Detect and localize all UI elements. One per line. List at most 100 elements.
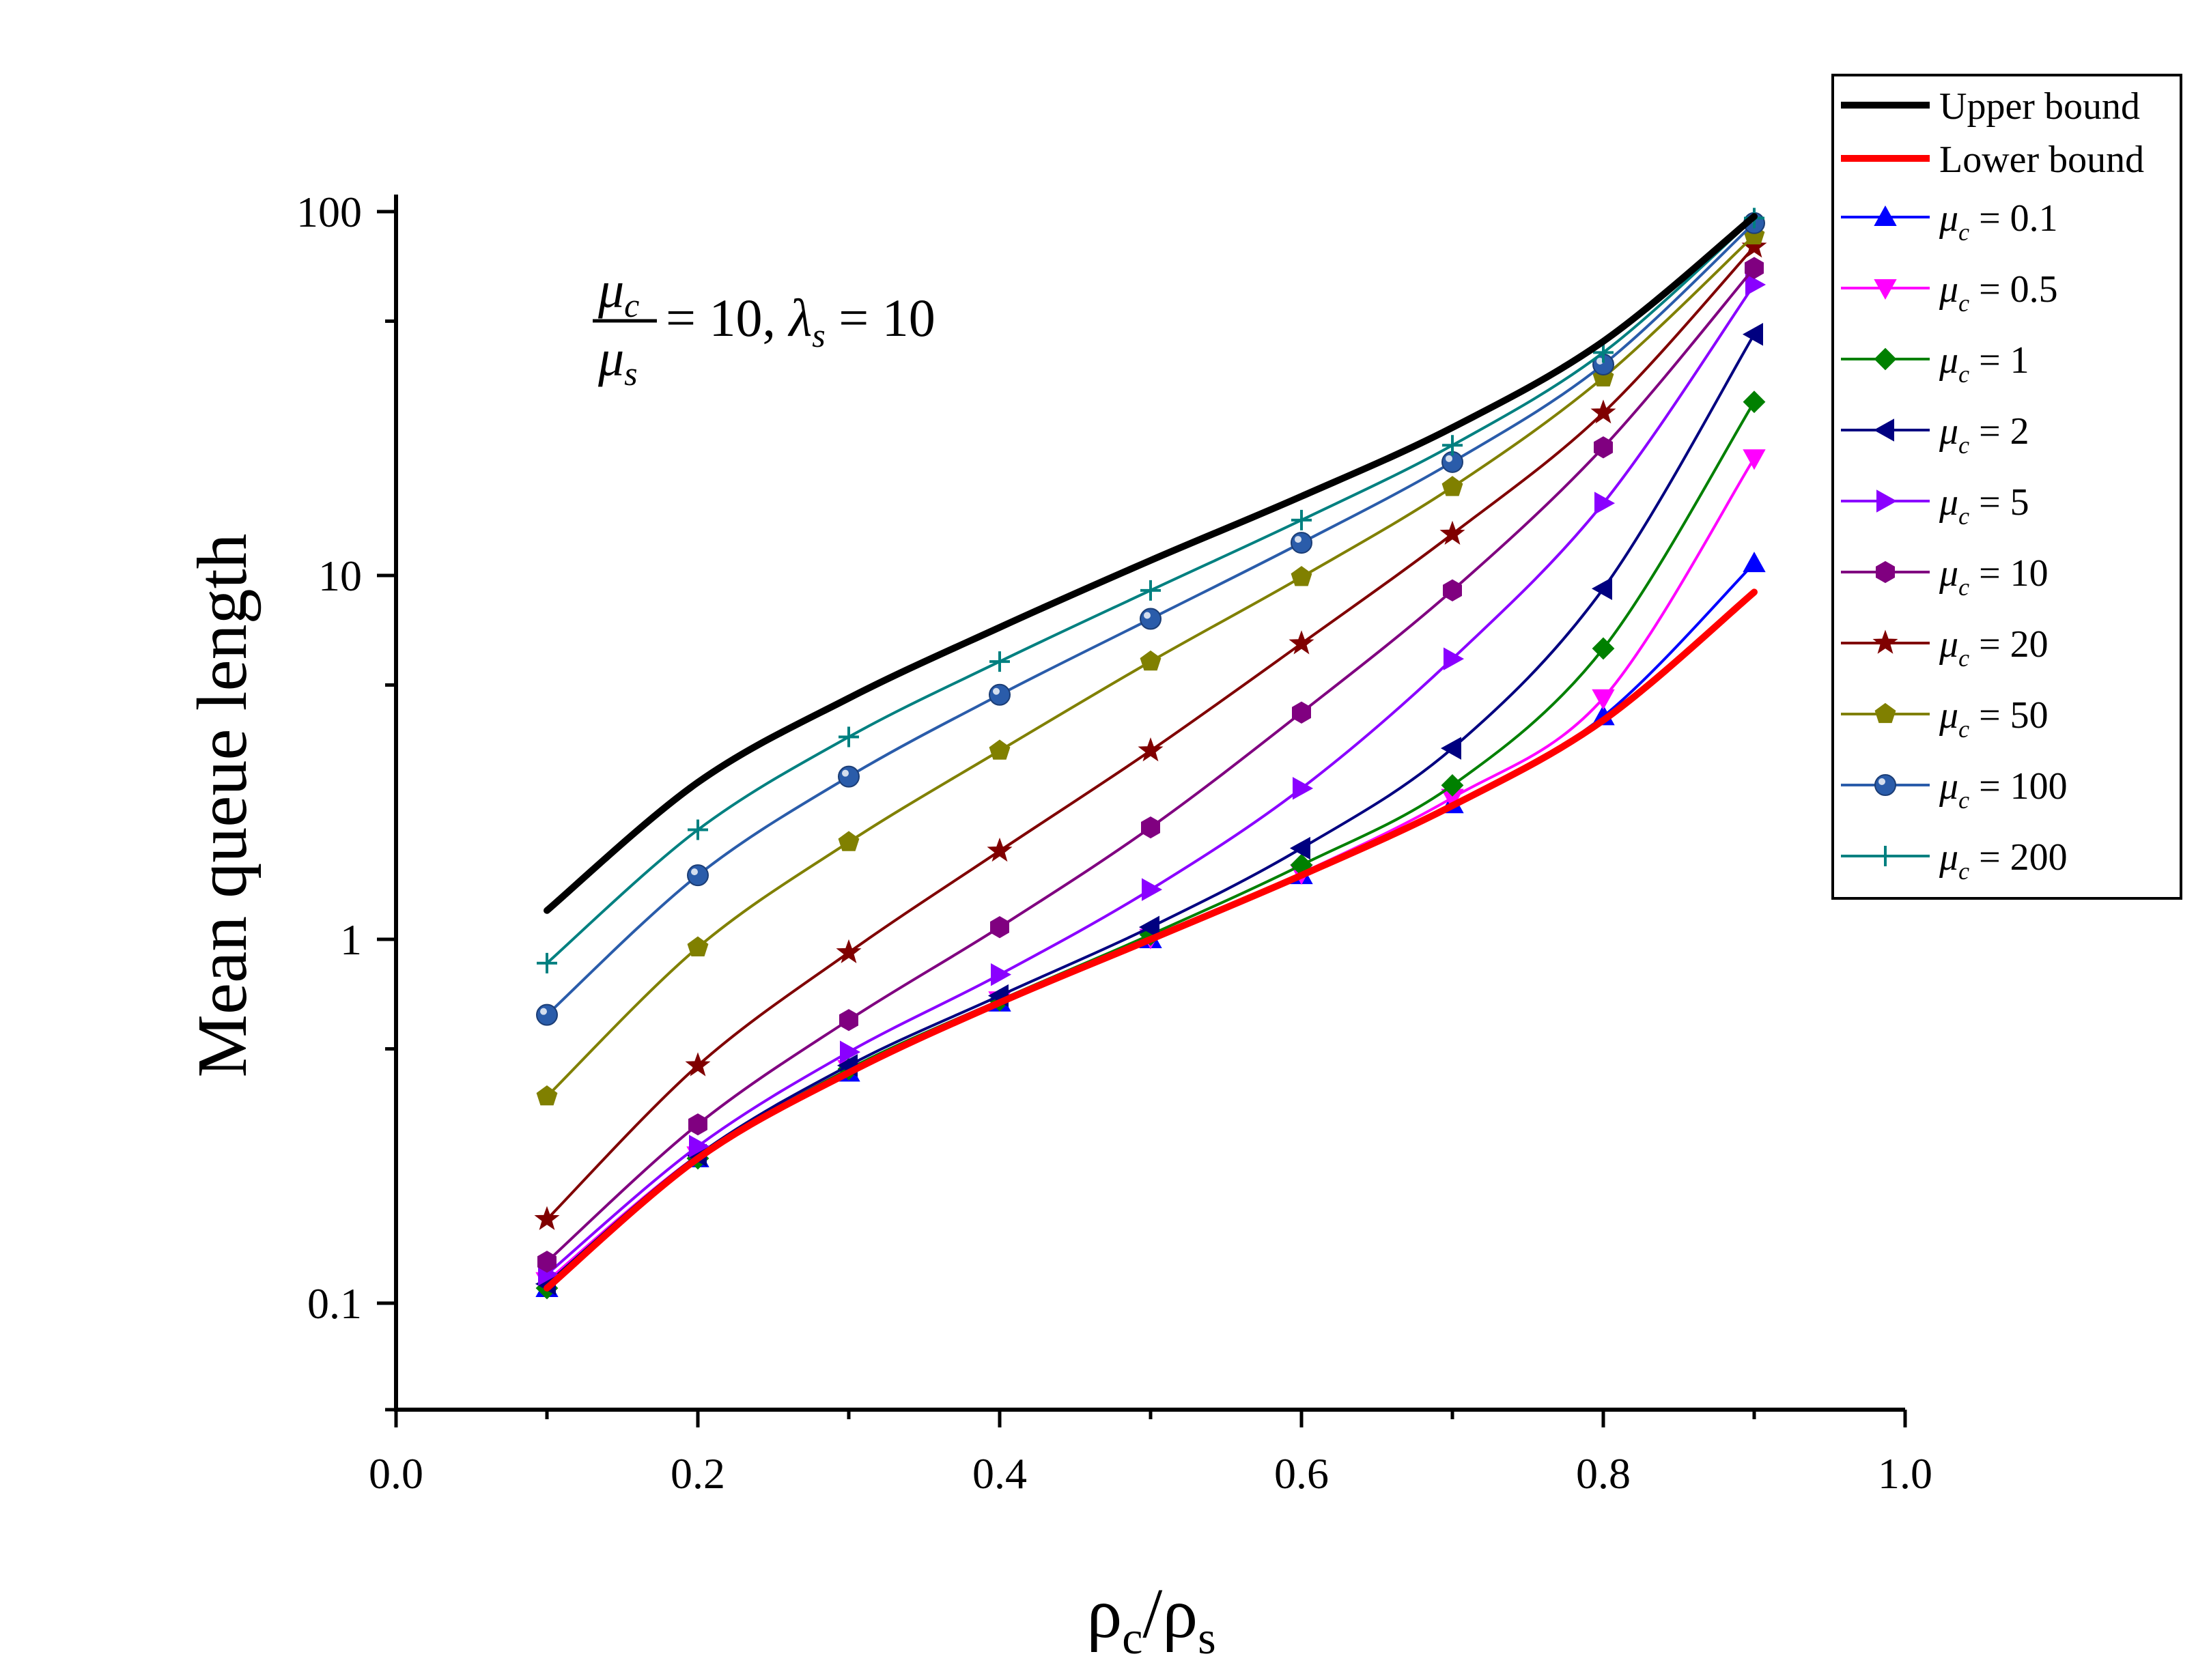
data-point-c-0-5	[1592, 689, 1615, 710]
legend-item-c-100: μc = 100	[1841, 765, 2068, 814]
data-point-c-5	[1594, 492, 1616, 515]
legend-label: μc = 20	[1939, 623, 2049, 672]
x-tick-label: 0.4	[972, 1449, 1027, 1498]
data-point-c-100-highlight	[691, 868, 698, 876]
legend-item-upper-bound: Upper bound	[1841, 85, 2140, 128]
data-point-c-200	[1442, 435, 1463, 456]
series-c-10	[537, 257, 1764, 1273]
data-point-c-5	[840, 1040, 861, 1064]
data-point-c-200	[989, 651, 1010, 672]
data-point-c-50	[687, 936, 709, 957]
legend-swatch-marker	[1876, 489, 1898, 513]
data-point-c-200	[1140, 580, 1161, 601]
legend-label: μc = 10	[1939, 552, 2049, 601]
annotation-numerator: μc	[597, 261, 639, 324]
legend-item-c-0-1: μc = 0.1	[1841, 197, 2058, 246]
axes-layer: 0.0 0.2 0.4 0.6 0.8 1.0 0.1 1 10 100	[296, 188, 1932, 1498]
legend: Upper bound Lower bound μc = 0.1 μc = 0.5 μc…	[1831, 74, 2182, 900]
series-line-c-5	[546, 283, 1756, 1276]
legend-item-c-10: μc = 10	[1841, 552, 2049, 601]
data-point-c-5	[689, 1135, 710, 1158]
data-point-c-100	[687, 864, 709, 887]
data-point-c-5	[1293, 777, 1314, 800]
data-point-c-50	[838, 831, 860, 851]
series-c-2	[535, 323, 1763, 1296]
data-point-c-200	[688, 819, 708, 840]
legend-label: Upper bound	[1939, 85, 2140, 128]
data-point-c-20	[1289, 630, 1314, 655]
y-axis-title: Mean queue length	[183, 533, 262, 1077]
data-point-c-20	[1439, 520, 1465, 545]
legend-swatch-marker	[1874, 347, 1897, 371]
data-point-c-50	[1441, 476, 1463, 496]
data-point-c-1	[1441, 773, 1464, 797]
data-point-c-100-highlight	[540, 1008, 547, 1015]
data-point-c-10	[1745, 257, 1764, 279]
data-point-c-100-highlight	[842, 769, 849, 777]
data-point-c-20	[685, 1052, 711, 1077]
data-point-c-100	[1140, 608, 1162, 630]
legend-item-c-1: μc = 1	[1841, 339, 2029, 388]
legend-swatch-marker	[1876, 560, 1895, 584]
series-line-c-1	[546, 400, 1756, 1290]
legend-swatch-marker	[1874, 774, 1896, 796]
data-point-c-20	[534, 1206, 560, 1230]
legend-label: μc = 2	[1939, 410, 2029, 459]
data-point-c-10	[1594, 436, 1613, 459]
series-upper-bound	[544, 213, 1758, 914]
series-c-0-5	[535, 449, 1766, 1293]
data-point-c-100-highlight	[1446, 455, 1452, 462]
legend-swatch-marker	[1872, 629, 1898, 654]
legend-label: μc = 0.1	[1939, 197, 2058, 246]
data-point-c-200	[1593, 342, 1614, 363]
legend-label: Lower bound	[1939, 139, 2144, 181]
data-point-c-10	[839, 1009, 858, 1031]
legend-frame	[1831, 74, 2182, 900]
legend-item-c-5: μc = 5	[1841, 481, 2029, 530]
data-point-c-100	[989, 683, 1011, 706]
annotation-rest: = 10, λs = 10	[666, 288, 935, 354]
data-point-c-100	[838, 765, 860, 788]
data-point-c-0-1	[1743, 552, 1766, 573]
data-point-c-20	[1590, 399, 1616, 424]
legend-item-c-0-5: μc = 0.5	[1841, 268, 2058, 317]
x-tick-label: 0.6	[1274, 1449, 1329, 1498]
series-line-lower-bound	[544, 588, 1758, 1292]
data-point-c-200	[1291, 509, 1312, 530]
y-tick-label: 10	[318, 552, 362, 600]
data-point-c-5	[1142, 878, 1163, 901]
series-line-c-2	[546, 332, 1756, 1285]
data-point-c-50	[1291, 566, 1312, 586]
legend-swatch-marker	[1874, 205, 1897, 226]
data-point-c-50	[1140, 650, 1162, 671]
series-c-50	[536, 224, 1765, 1106]
data-point-c-20	[1138, 737, 1164, 762]
series-line-upper-bound	[544, 213, 1758, 914]
series-line-c-20	[546, 245, 1756, 1221]
legend-swatch-marker	[1873, 418, 1894, 442]
data-point-c-100-highlight	[993, 687, 1000, 695]
x-tick-label: 0.2	[671, 1449, 725, 1498]
legend-item-c-2: μc = 2	[1841, 410, 2029, 459]
legend-swatch-marker	[1874, 702, 1896, 724]
data-point-c-100-highlight	[1596, 357, 1603, 365]
data-point-c-2	[1289, 836, 1310, 860]
data-point-c-20	[987, 838, 1013, 862]
legend-item-c-20: μc = 20	[1841, 623, 2049, 672]
data-point-c-10	[990, 916, 1009, 939]
data-point-c-10	[1443, 579, 1462, 601]
annotation-denominator: μs	[597, 330, 638, 393]
legend-label: μc = 200	[1939, 836, 2068, 885]
data-point-c-10	[688, 1113, 707, 1136]
data-point-c-5	[1745, 273, 1766, 296]
legend-label: μc = 0.5	[1939, 268, 2058, 317]
legend-item-c-200: μc = 200	[1841, 836, 2068, 885]
data-point-c-200	[839, 726, 859, 748]
y-tick-label: 1	[340, 915, 362, 964]
series-c-1	[535, 390, 1766, 1300]
data-point-c-5	[1444, 647, 1465, 670]
legend-label: μc = 50	[1939, 694, 2049, 743]
data-point-c-2	[1591, 577, 1612, 601]
data-point-c-100	[1291, 532, 1312, 554]
